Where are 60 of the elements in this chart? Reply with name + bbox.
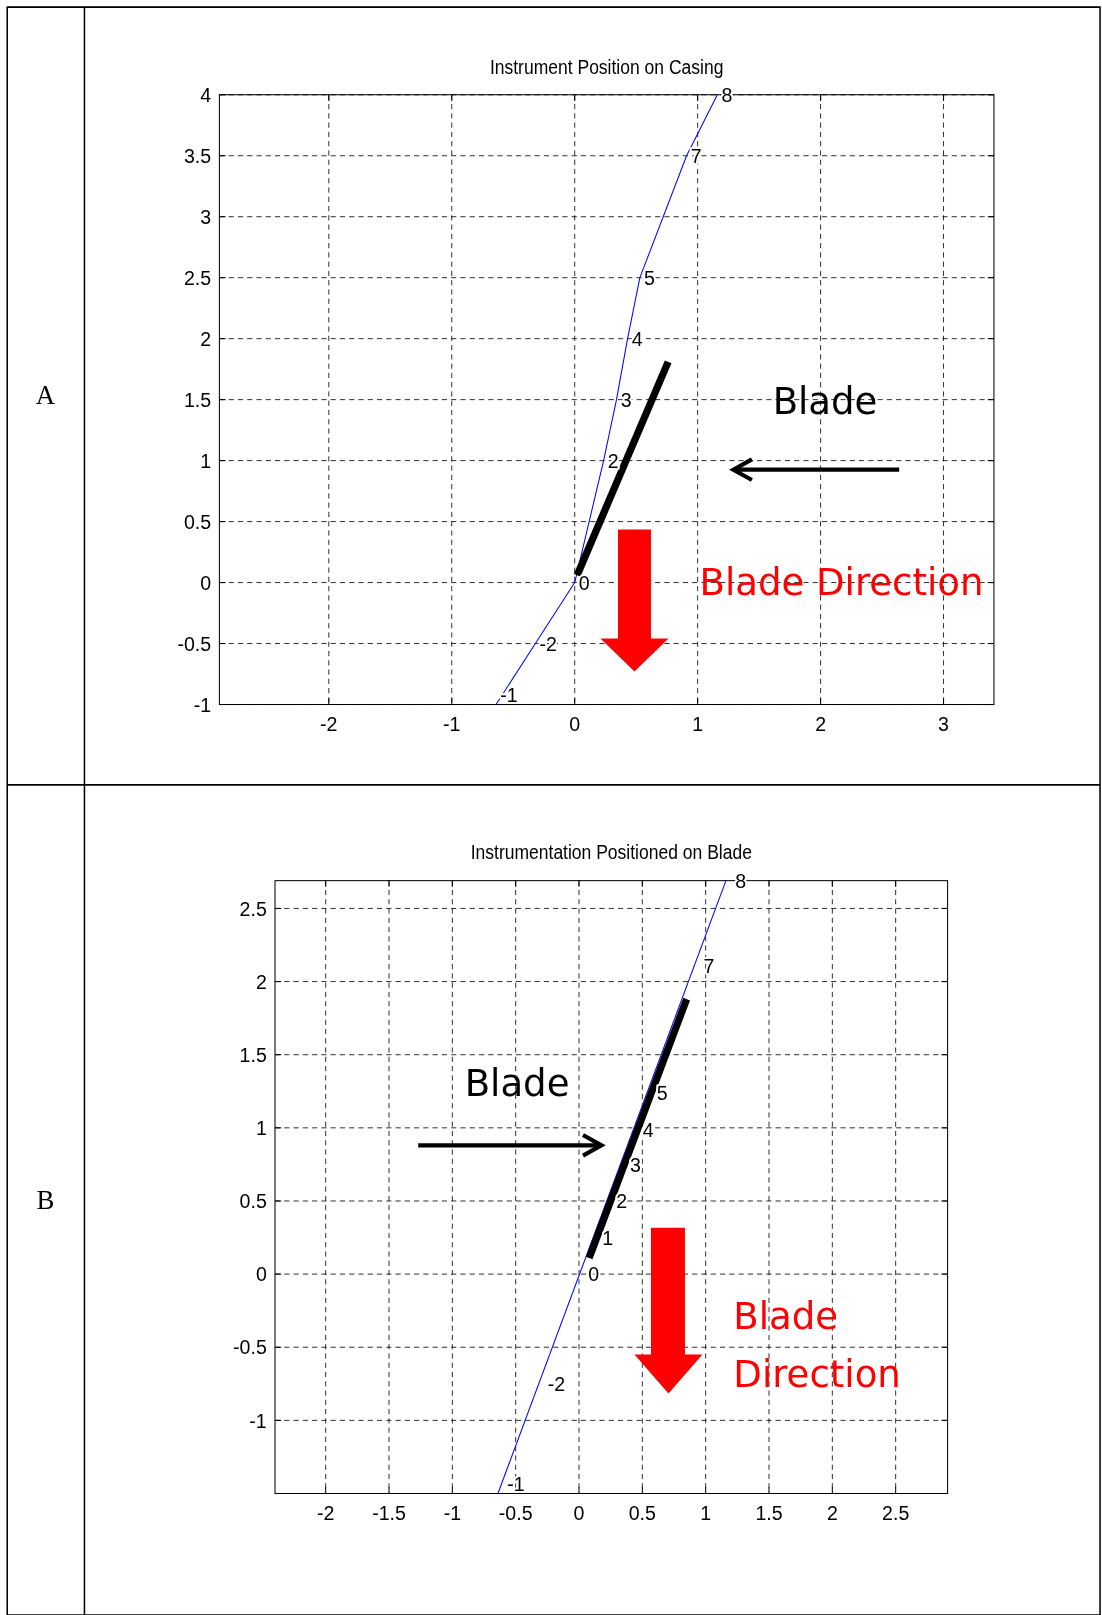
annotation: -2 <box>539 632 557 655</box>
annotation: 4 <box>631 327 643 350</box>
annotation: Blade Direction <box>699 561 984 605</box>
x-tick-label: 1 <box>692 713 704 736</box>
y-tick-label: 1 <box>255 1117 267 1140</box>
chart-title: Instrument Position on Casing <box>489 55 724 79</box>
y-tick-label: -0.5 <box>233 1336 267 1359</box>
y-tick-label: -1 <box>249 1409 267 1432</box>
annotation: 5 <box>656 1081 668 1104</box>
annotation: Blade <box>772 380 878 424</box>
y-tick-label: 0 <box>255 1263 267 1286</box>
y-tick-label: 0.5 <box>239 1190 267 1213</box>
x-tick-label: 2.5 <box>882 1502 910 1525</box>
x-tick-label: 0 <box>573 1502 585 1525</box>
x-tick-label: 2 <box>826 1502 838 1525</box>
y-tick-label: -1 <box>193 693 212 716</box>
y-tick-label: 1.5 <box>239 1043 267 1066</box>
x-tick-label: 1.5 <box>755 1502 783 1525</box>
annotation: Blade Direction <box>733 1294 901 1397</box>
annotation: 5 <box>643 266 655 289</box>
x-tick-label: -2 <box>316 1502 335 1525</box>
y-tick-label: 2 <box>200 327 212 350</box>
annotation: 0 <box>578 571 590 594</box>
x-tick-label: 3 <box>938 713 950 736</box>
x-tick-label: 0.5 <box>628 1502 657 1525</box>
annotation: -1 <box>507 1473 525 1496</box>
x-tick-label: 2 <box>815 713 827 736</box>
x-tick-label: -1.5 <box>372 1502 406 1525</box>
annotation: 3 <box>630 1153 642 1176</box>
annotation: 7 <box>703 954 715 977</box>
x-tick-label: 0 <box>569 713 581 736</box>
y-tick-label: 3 <box>200 205 212 228</box>
annotation: 7 <box>690 144 702 167</box>
annotation: 0 <box>588 1263 600 1286</box>
x-tick-label: -1 <box>443 713 461 736</box>
chart-title: Instrumentation Positioned on Blade <box>470 840 752 864</box>
x-tick-label: -2 <box>320 713 338 736</box>
annotation: 2 <box>616 1190 628 1213</box>
annotation: 2 <box>607 449 619 472</box>
y-tick-label: 4 <box>200 83 212 106</box>
x-tick-label: -0.5 <box>498 1502 533 1525</box>
y-tick-label: 0.5 <box>183 510 212 533</box>
annotation: 3 <box>620 388 632 411</box>
y-tick-label: 2.5 <box>239 897 267 920</box>
y-tick-label: 2 <box>255 970 267 993</box>
annotation: Blade <box>464 1061 570 1105</box>
y-tick-label: 3.5 <box>183 144 212 167</box>
annotation: 1 <box>602 1226 614 1249</box>
x-tick-label: -1 <box>443 1502 462 1525</box>
y-tick-label: 1.5 <box>183 388 212 411</box>
annotation: -1 <box>500 684 518 707</box>
y-tick-label: -0.5 <box>177 632 212 655</box>
annotation: -2 <box>547 1373 566 1396</box>
y-tick-label: 2.5 <box>183 266 212 289</box>
text: A <box>35 379 56 410</box>
text: B <box>36 1185 55 1216</box>
y-tick-label: 0 <box>200 571 212 594</box>
annotation: 4 <box>642 1118 654 1141</box>
x-tick-label: 1 <box>700 1502 712 1525</box>
y-tick-label: 1 <box>200 449 212 472</box>
